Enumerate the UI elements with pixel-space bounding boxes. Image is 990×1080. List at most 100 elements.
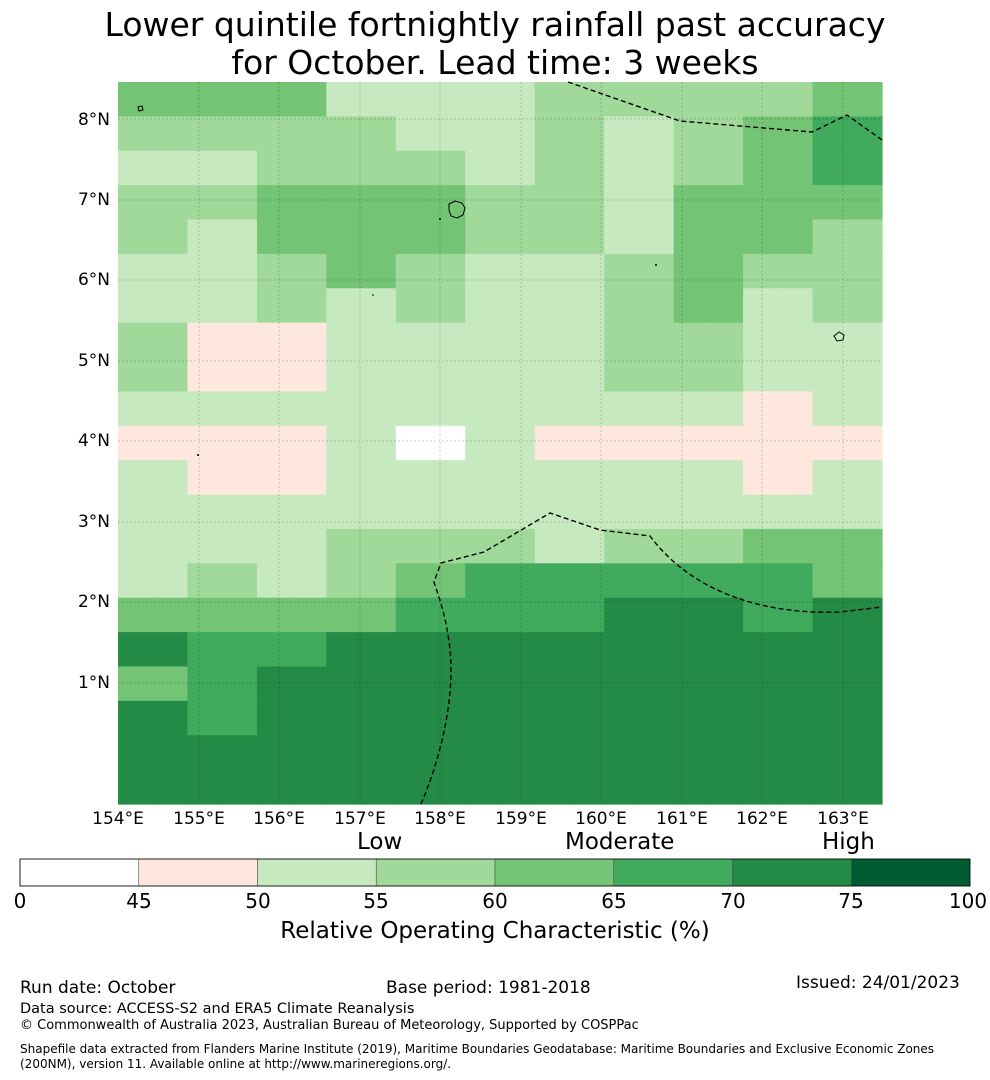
map-cell xyxy=(569,735,605,771)
lat-label: 8°N xyxy=(77,110,110,130)
map-cell xyxy=(812,700,848,736)
map-cell xyxy=(569,460,605,496)
map-cell xyxy=(743,425,779,461)
map-cell xyxy=(569,322,605,358)
category-label-high: High xyxy=(822,829,875,855)
eez-boundary-north xyxy=(567,81,883,141)
map-cell xyxy=(152,597,189,633)
map-cell xyxy=(534,150,571,186)
map-cell xyxy=(222,735,258,771)
map-cell xyxy=(152,288,189,324)
map-cell xyxy=(638,700,675,736)
map-cell xyxy=(638,769,675,805)
map-cell xyxy=(291,528,327,564)
map-cell xyxy=(256,288,293,324)
map-cell xyxy=(361,219,397,255)
colorbar-segment xyxy=(732,858,852,887)
map-cell xyxy=(743,82,779,117)
map-cell xyxy=(361,632,397,668)
map-cell xyxy=(777,632,814,668)
map-cell xyxy=(673,460,709,496)
map-cell xyxy=(569,288,605,324)
lat-label: 4°N xyxy=(77,431,110,451)
map-cell xyxy=(708,322,744,358)
map-cell xyxy=(291,460,327,496)
map-cell xyxy=(256,150,293,186)
map-cell xyxy=(604,700,640,736)
map-cell xyxy=(187,700,223,736)
map-cell xyxy=(187,769,223,805)
map-cell xyxy=(812,219,848,255)
lon-label: 154°E xyxy=(92,809,144,829)
map-cell xyxy=(708,391,744,427)
map-cell xyxy=(743,460,779,496)
map-cell xyxy=(118,288,154,324)
map-cell xyxy=(777,116,814,152)
map-cell xyxy=(604,357,640,393)
run-date: Run date: October xyxy=(20,978,176,998)
map-cell xyxy=(187,82,223,117)
map-cell xyxy=(118,357,154,393)
map-cell xyxy=(638,597,675,633)
map-cell xyxy=(743,185,779,221)
map-cell xyxy=(604,288,640,324)
map-cell xyxy=(569,597,605,633)
map-cell xyxy=(604,563,640,599)
map-cell xyxy=(222,425,258,461)
map-cell xyxy=(256,700,293,736)
map-cell xyxy=(500,494,536,530)
map-cell xyxy=(708,700,744,736)
colorbar-tick: 60 xyxy=(482,889,508,913)
map-cell xyxy=(291,185,327,221)
map-cell xyxy=(500,735,536,771)
map-cell xyxy=(500,288,536,324)
map-cell xyxy=(395,528,432,564)
map-cell xyxy=(256,666,293,702)
map-cell xyxy=(118,253,154,289)
map-cell xyxy=(430,288,466,324)
colorbar-tick: 55 xyxy=(363,889,389,913)
colorbar-segments xyxy=(19,858,971,887)
island-small-4 xyxy=(197,454,199,456)
map-cell xyxy=(187,460,223,496)
map-cell xyxy=(256,322,293,358)
map-cell xyxy=(118,528,154,564)
map-cell xyxy=(812,357,848,393)
map-cell xyxy=(361,735,397,771)
map-cell xyxy=(638,219,675,255)
map-cell xyxy=(118,116,154,152)
map-cell xyxy=(569,357,605,393)
map-cell xyxy=(326,150,362,186)
map-cell xyxy=(326,597,362,633)
map-cell xyxy=(638,460,675,496)
map-cell xyxy=(673,769,709,805)
lon-label: 163°E xyxy=(817,809,869,829)
map-cell xyxy=(465,288,501,324)
map-cell xyxy=(395,288,432,324)
map-cell xyxy=(812,82,848,117)
map-cell xyxy=(395,563,432,599)
map-cell xyxy=(118,700,154,736)
map-cell xyxy=(569,528,605,564)
map-cell xyxy=(152,322,189,358)
islands xyxy=(137,105,845,456)
island-chuuk xyxy=(448,200,466,219)
map-cell xyxy=(326,735,362,771)
map-cell xyxy=(395,632,432,668)
map-cell xyxy=(152,357,189,393)
map-cell xyxy=(500,185,536,221)
map-cell xyxy=(118,563,154,599)
map-cell xyxy=(604,116,640,152)
map-cell xyxy=(812,494,848,530)
map-cell xyxy=(152,460,189,496)
base-period: Base period: 1981-2018 xyxy=(386,978,591,998)
map-cell xyxy=(500,563,536,599)
map-cell xyxy=(777,185,814,221)
island-small-2 xyxy=(655,264,657,266)
map-cell xyxy=(569,219,605,255)
map-cell xyxy=(743,116,779,152)
map-cell xyxy=(222,116,258,152)
lon-label: 162°E xyxy=(736,809,788,829)
map-cell xyxy=(222,219,258,255)
